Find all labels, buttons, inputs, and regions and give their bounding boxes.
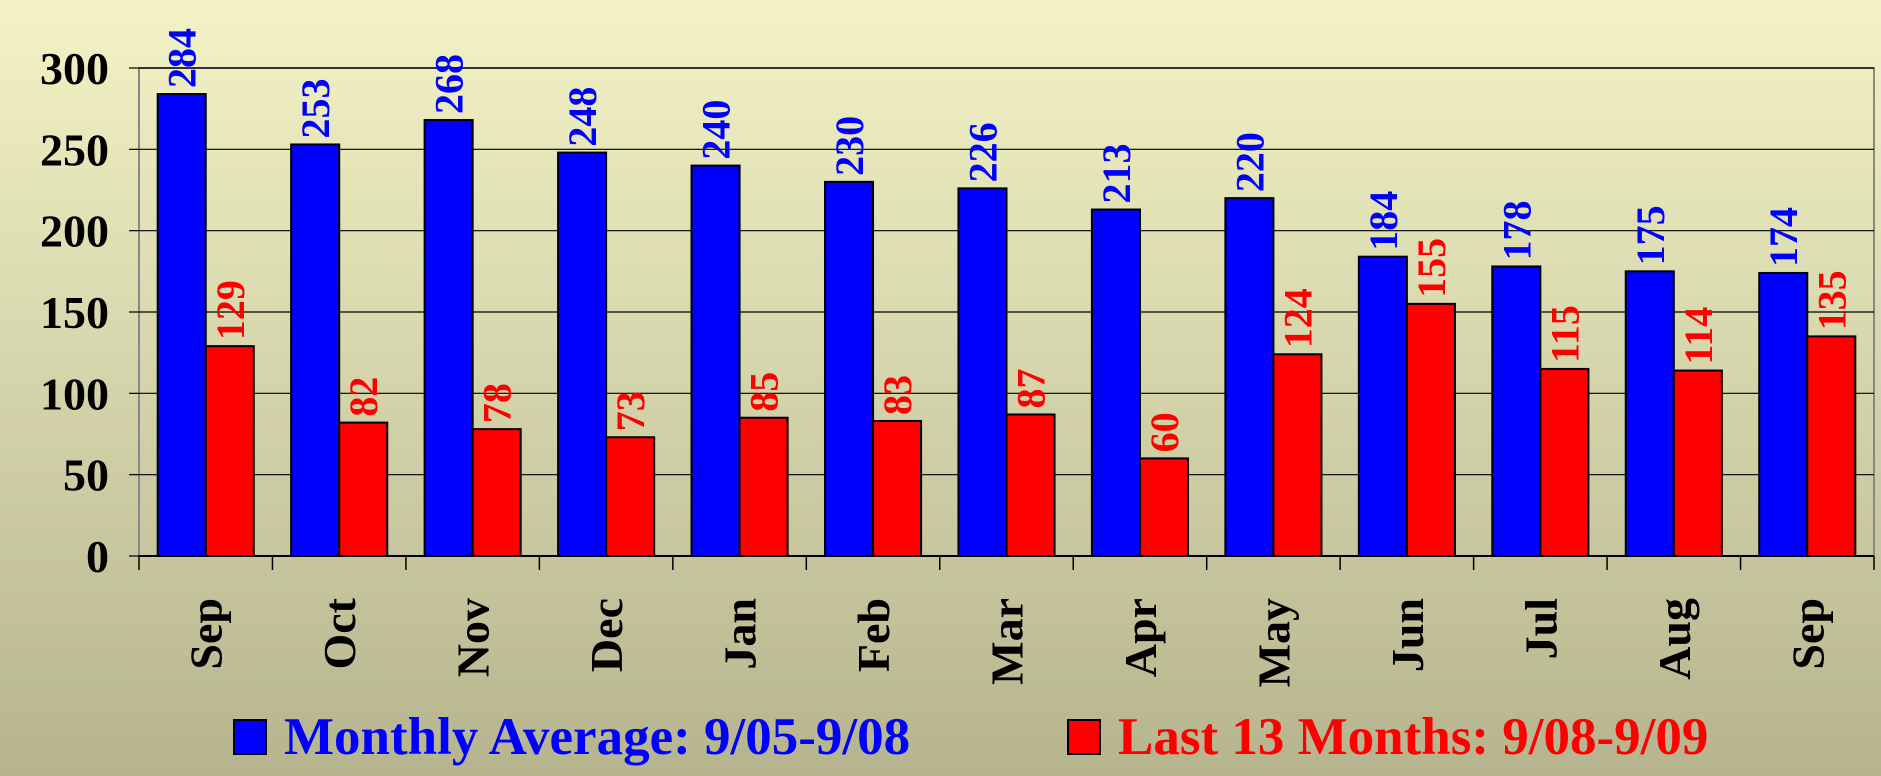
value-label: 220 — [1227, 132, 1272, 192]
x-tick-label: Sep — [181, 598, 232, 670]
value-label: 135 — [1809, 270, 1854, 330]
bar — [423, 119, 474, 557]
y-tick-label: 300 — [40, 43, 109, 94]
bar — [1224, 197, 1275, 557]
value-label: 85 — [742, 372, 787, 412]
x-tick-label: Feb — [848, 598, 899, 672]
x-tick-label: Mar — [982, 598, 1033, 685]
value-label: 114 — [1676, 307, 1721, 365]
bar — [1090, 208, 1141, 558]
value-label: 284 — [160, 28, 205, 88]
legend-swatch — [1067, 719, 1101, 755]
bar — [957, 187, 1008, 558]
legend-label: Monthly Average: 9/05-9/08 — [284, 708, 910, 766]
bar — [338, 421, 389, 558]
legend-swatch — [233, 719, 267, 755]
value-label: 213 — [1094, 144, 1139, 204]
bar — [1405, 302, 1456, 557]
x-tick-label: Sep — [1782, 598, 1833, 670]
bar — [872, 419, 923, 557]
value-label: 268 — [427, 54, 472, 114]
x-tick-label: Apr — [1115, 598, 1166, 677]
value-label: 78 — [475, 383, 520, 423]
bar — [290, 143, 341, 557]
bar — [1624, 270, 1675, 557]
value-label: 178 — [1494, 200, 1539, 260]
value-label: 73 — [608, 391, 653, 431]
value-label: 60 — [1142, 412, 1187, 452]
y-tick-label: 50 — [63, 450, 109, 501]
bar — [557, 151, 608, 557]
y-tick-label: 150 — [40, 287, 109, 338]
bar — [1272, 353, 1323, 557]
value-label: 240 — [694, 100, 739, 160]
y-tick-label: 250 — [40, 124, 109, 175]
bar — [738, 416, 789, 557]
value-label: 155 — [1409, 238, 1454, 298]
value-label: 248 — [560, 87, 605, 147]
bar — [823, 180, 875, 557]
value-label: 175 — [1628, 205, 1673, 265]
x-tick-label: Nov — [448, 598, 499, 677]
value-label: 230 — [827, 116, 872, 176]
x-tick-label: May — [1248, 598, 1299, 687]
bar — [690, 164, 741, 557]
bar — [1539, 367, 1590, 557]
x-tick-label: Jan — [715, 598, 766, 670]
value-label: 253 — [293, 78, 338, 138]
bar — [1806, 335, 1857, 557]
value-label: 83 — [875, 375, 920, 415]
value-label: 174 — [1761, 207, 1806, 267]
bar — [1005, 413, 1056, 558]
bar — [1357, 255, 1408, 557]
bar — [471, 428, 522, 557]
bar — [605, 436, 656, 557]
bar — [204, 345, 255, 557]
y-tick-label: 200 — [40, 206, 109, 257]
x-tick-label: Dec — [581, 598, 632, 672]
value-label: 87 — [1009, 368, 1054, 408]
bar — [1491, 265, 1542, 557]
value-label: 226 — [960, 122, 1005, 182]
value-label: 82 — [341, 377, 386, 417]
value-label: 184 — [1361, 191, 1406, 251]
value-label: 115 — [1542, 305, 1587, 363]
bar — [1672, 369, 1723, 557]
legend-label: Last 13 Months: 9/08-9/09 — [1118, 708, 1708, 766]
bar — [1758, 271, 1809, 557]
x-tick-label: Jul — [1515, 598, 1566, 659]
x-tick-label: Aug — [1649, 598, 1700, 680]
y-tick-label: 100 — [40, 368, 109, 419]
x-tick-label: Jun — [1382, 598, 1433, 672]
bar — [156, 93, 207, 557]
value-label: 124 — [1275, 288, 1320, 348]
y-tick-label: 0 — [86, 531, 109, 582]
bar — [1138, 457, 1190, 557]
x-tick-label: Oct — [314, 597, 365, 669]
value-label: 129 — [208, 280, 253, 340]
